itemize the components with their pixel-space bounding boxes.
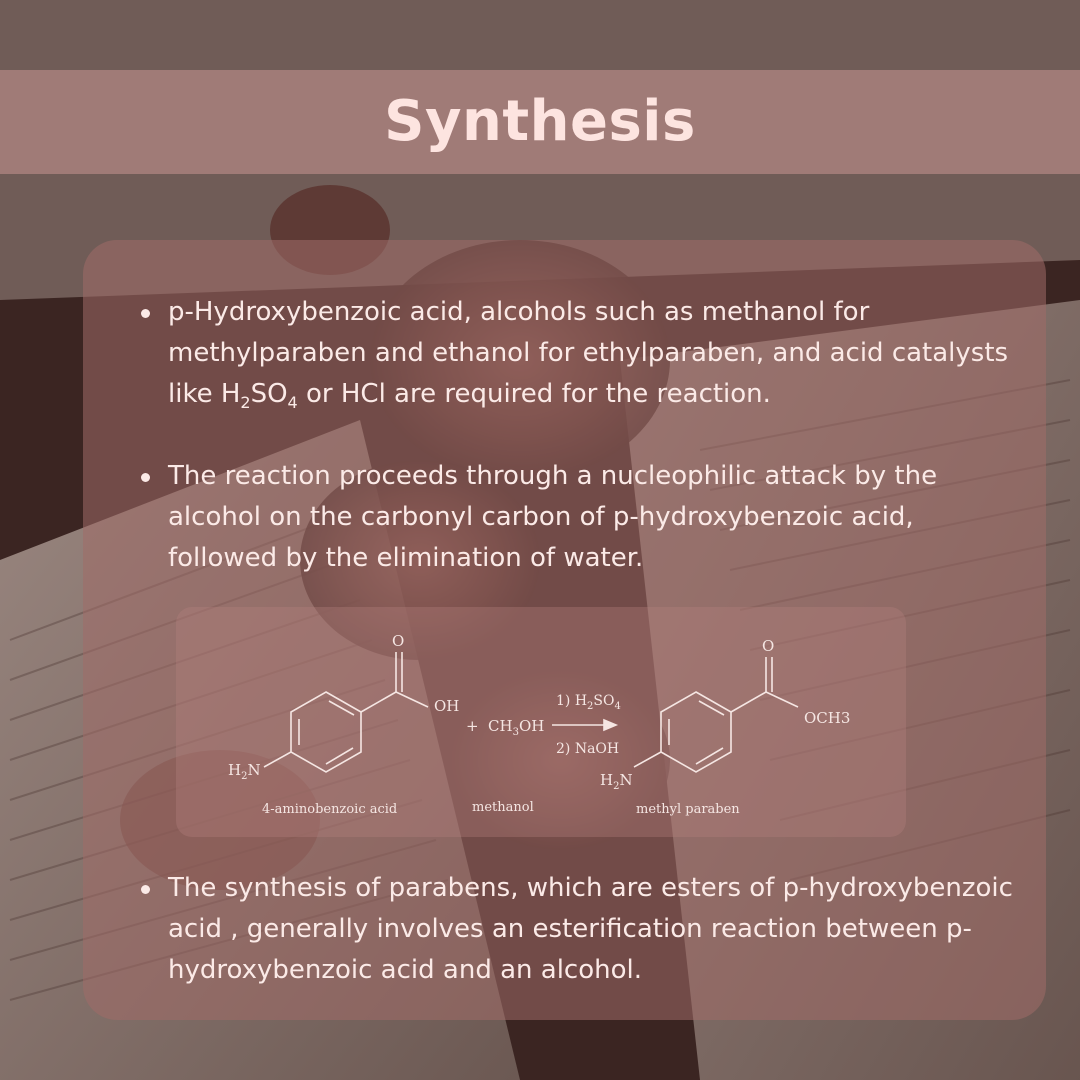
methanol-formula: CH3OH [488, 717, 544, 738]
content-card: p-Hydroxybenzoic acid, alcohols such as … [83, 240, 1046, 1020]
reactant-hydroxyl: OH [434, 697, 459, 715]
condition-sulfuric-acid: 1) H2SO4 [556, 693, 621, 712]
bullet-reagents-text: p-Hydroxybenzoic acid, alcohols such as … [168, 297, 1009, 409]
product-label: methyl paraben [636, 802, 740, 817]
bullet-esterification: The synthesis of parabens, which are est… [141, 868, 1018, 991]
reaction-scheme-drawing: O OH H2N + CH3OH 1) H2SO4 2) NaOH O OCH3… [228, 632, 850, 817]
sulfuric-subscript-4: 4 [287, 393, 298, 413]
product-amine: H2N [600, 771, 633, 792]
reactant-carbonyl-oxygen: O [392, 632, 404, 650]
sulfuric-so: SO [250, 379, 288, 409]
plus-sign: + [466, 717, 479, 735]
sulfuric-subscript-2: 2 [240, 393, 251, 413]
reactant-amine: H2N [228, 761, 261, 782]
reactant-label: 4-aminobenzoic acid [262, 802, 397, 817]
bullet-list: p-Hydroxybenzoic acid, alcohols such as … [83, 240, 1046, 1020]
reactant-benzene-ring [290, 691, 362, 773]
reagent-label: methanol [472, 800, 534, 815]
bullet-mechanism: The reaction proceeds through a nucleoph… [141, 456, 1018, 579]
product-carbonyl-oxygen: O [762, 637, 774, 655]
page-title: Synthesis [384, 89, 696, 154]
title-band: Synthesis [0, 70, 1080, 174]
product-methoxy: OCH3 [804, 709, 850, 727]
bullet-reagents: p-Hydroxybenzoic acid, alcohols such as … [141, 292, 1018, 423]
bullet-reagents-tail: or HCl are required for the reaction. [297, 379, 771, 409]
reaction-scheme: O OH H2N + CH3OH 1) H2SO4 2) NaOH O OCH3… [176, 607, 906, 837]
product-benzene-ring [660, 691, 732, 773]
condition-sodium-hydroxide: 2) NaOH [556, 741, 619, 757]
